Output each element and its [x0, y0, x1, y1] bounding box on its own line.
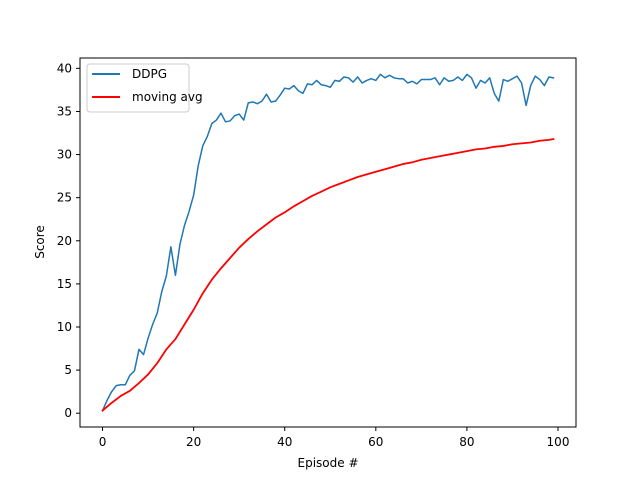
x-axis-label: Episode # — [298, 456, 359, 470]
legend-box — [86, 63, 190, 113]
x-tick-label: 100 — [547, 435, 570, 449]
x-tick-label: 20 — [186, 435, 201, 449]
y-tick-label: 10 — [57, 320, 72, 334]
x-tick-label: 80 — [459, 435, 474, 449]
y-tick-label: 25 — [57, 191, 72, 205]
x-tick-label: 60 — [368, 435, 383, 449]
moving-avg-line — [101, 137, 555, 412]
y-tick-label: 0 — [64, 406, 72, 420]
y-axis-label: Score — [33, 225, 47, 259]
legend-label-moving-avg: moving avg — [132, 90, 203, 104]
plot-frame — [79, 57, 577, 428]
x-tick-label: 40 — [277, 435, 292, 449]
y-tick-label: 35 — [57, 104, 72, 118]
y-axis-ticks: 0 5 10 15 20 25 30 35 40 — [57, 61, 80, 420]
y-tick-label: 15 — [57, 277, 72, 291]
y-tick-label: 20 — [57, 234, 72, 248]
series-layer — [101, 73, 555, 412]
ddpg-line — [101, 73, 555, 412]
legend: DDPG moving avg — [86, 63, 203, 113]
y-tick-label: 40 — [57, 61, 72, 75]
x-tick-label: 0 — [99, 435, 107, 449]
y-tick-label: 30 — [57, 148, 72, 162]
legend-label-ddpg: DDPG — [132, 67, 167, 81]
x-axis-ticks: 0 20 40 60 80 100 — [99, 427, 570, 449]
y-tick-label: 5 — [64, 363, 72, 377]
plot-area — [80, 58, 576, 427]
